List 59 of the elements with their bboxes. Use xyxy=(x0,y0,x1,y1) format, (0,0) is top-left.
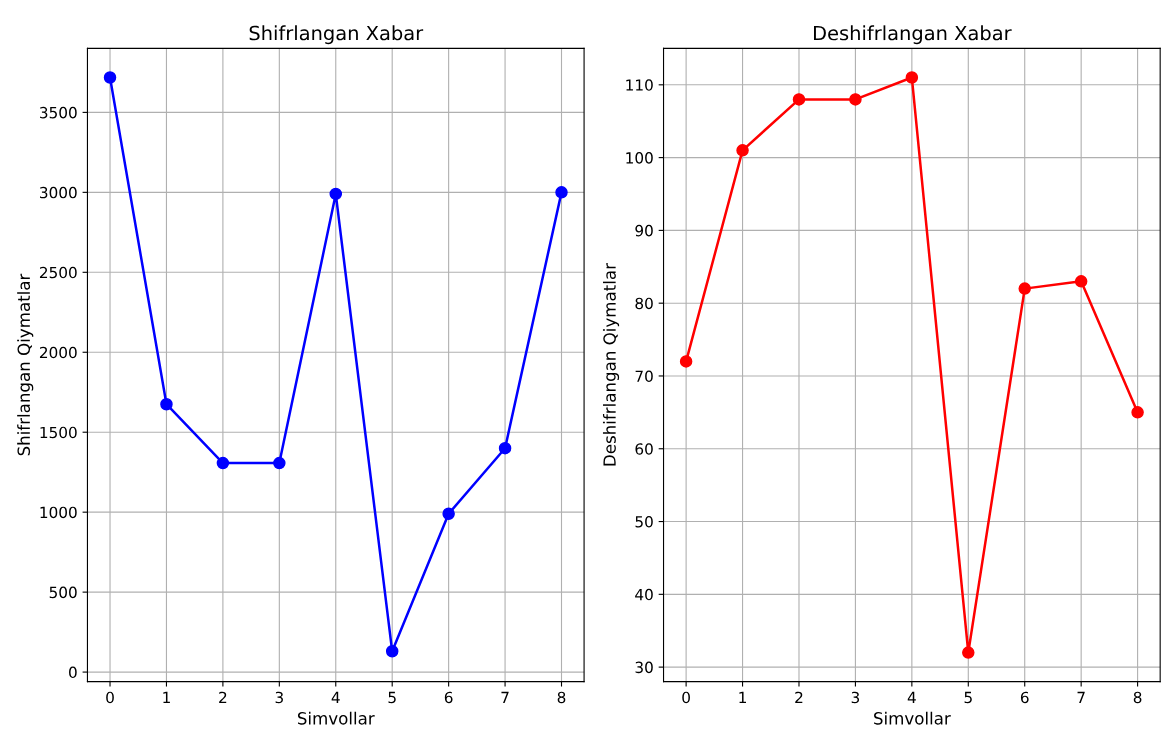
chart-title: Shifrlangan Xabar xyxy=(249,25,424,45)
y-tick-label: 30 xyxy=(635,661,653,674)
y-tick-label: 500 xyxy=(49,586,77,599)
x-tick-label: 7 xyxy=(501,691,509,704)
point xyxy=(329,187,343,201)
y-tick-label: 80 xyxy=(635,297,653,310)
x-tick-label: 3 xyxy=(275,691,283,704)
point xyxy=(849,93,862,106)
x-tick-label: 1 xyxy=(163,691,170,704)
chart-title: Deshifrlangan Xabar xyxy=(814,25,1012,45)
y-tick-label: 1000 xyxy=(40,506,77,519)
x-tick-label: 2 xyxy=(219,691,227,704)
point xyxy=(1131,406,1144,419)
point xyxy=(498,441,512,455)
x-axis-title: Simvollar xyxy=(297,711,375,725)
x-tick-label: 4 xyxy=(907,691,916,704)
x-tick-label: 6 xyxy=(444,691,453,704)
x-tick-label: 1 xyxy=(739,691,746,704)
x-tick-label: 5 xyxy=(388,691,396,704)
x-tick-label: 3 xyxy=(851,691,860,704)
y-axis-title: Shifrlangan Qiymatlar xyxy=(17,273,34,456)
point xyxy=(905,71,919,84)
x-tick-label: 7 xyxy=(1077,691,1085,704)
x-tick-label: 4 xyxy=(331,691,340,704)
x-tick-label: 6 xyxy=(1020,691,1029,704)
y-axis-title: Deshifrlangan Qiymatlar xyxy=(602,263,620,466)
y-tick-label: 70 xyxy=(635,370,653,382)
point xyxy=(160,397,173,411)
point xyxy=(103,71,117,84)
point xyxy=(962,646,975,659)
point xyxy=(1018,282,1031,295)
point xyxy=(555,186,568,199)
y-tick-label: 1500 xyxy=(40,426,77,439)
x-tick-label: 5 xyxy=(964,691,972,704)
point xyxy=(736,144,749,157)
y-tick-label: 40 xyxy=(635,588,653,601)
x-axis-title: Simvollar xyxy=(874,711,951,725)
point xyxy=(385,645,399,658)
point xyxy=(216,456,230,470)
point xyxy=(1074,275,1088,288)
y-tick-label: 3000 xyxy=(40,186,77,199)
y-tick-label: 2500 xyxy=(39,266,77,279)
x-tick-label: 8 xyxy=(557,691,566,704)
point xyxy=(792,93,806,106)
x-tick-label: 8 xyxy=(1133,691,1142,704)
x-tick-label: 0 xyxy=(682,691,690,704)
y-tick-label: 0 xyxy=(69,666,77,679)
point xyxy=(679,355,693,368)
y-tick-label: 110 xyxy=(626,79,653,91)
x-tick-label: 0 xyxy=(106,691,114,704)
y-tick-label: 90 xyxy=(635,224,653,237)
point xyxy=(273,456,286,470)
y-tick-label: 50 xyxy=(635,516,653,528)
y-tick-label: 2000 xyxy=(39,346,77,359)
y-tick-label: 100 xyxy=(626,152,653,164)
y-tick-label: 60 xyxy=(635,443,653,455)
point xyxy=(442,507,455,521)
y-tick-label: 3500 xyxy=(40,106,77,119)
x-tick-label: 2 xyxy=(795,691,803,704)
